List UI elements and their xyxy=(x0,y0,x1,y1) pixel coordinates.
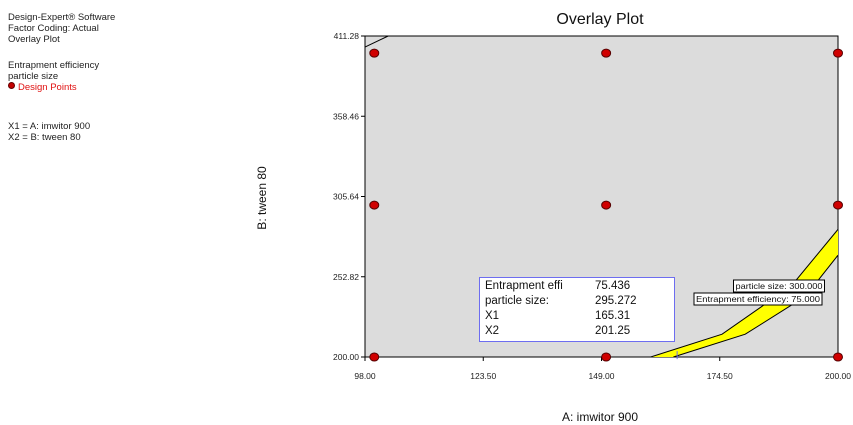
x-tick-label: 200.00 xyxy=(825,371,851,381)
design-points-legend: Design Points xyxy=(8,82,99,93)
design-point[interactable] xyxy=(369,200,380,210)
x-tick-label: 149.00 xyxy=(589,371,615,381)
entrapment-contour-label: Entrapment efficiency: 75.000 xyxy=(696,294,820,304)
info-row-entrapment: Entrapment effi 75.436 xyxy=(480,280,674,295)
y-tick-label: 358.46 xyxy=(333,111,359,121)
design-point[interactable] xyxy=(833,48,843,58)
info-row-particle-size: particle size: 295.272 xyxy=(480,295,674,310)
particle-size-contour-label-box xyxy=(733,279,825,293)
design-point[interactable] xyxy=(601,200,612,210)
info-value: 201.25 xyxy=(595,325,631,337)
info-name: Entrapment effi xyxy=(485,280,563,292)
design-point[interactable] xyxy=(833,352,843,362)
design-point[interactable] xyxy=(369,352,380,362)
x-axis-label: A: imwitor 900 xyxy=(561,410,639,424)
design-point[interactable] xyxy=(369,48,380,58)
design-point[interactable] xyxy=(601,48,612,58)
software-name: Design-Expert® Software xyxy=(8,12,116,23)
info-name: X2 xyxy=(485,325,500,337)
design-point[interactable] xyxy=(601,352,612,362)
y-tick-label: 252.82 xyxy=(333,272,359,282)
design-point-marker-icon xyxy=(8,82,15,89)
info-row-x2: X2 201.25 xyxy=(480,325,674,340)
particle-size-contour-label: particle size: 300.000 xyxy=(736,281,823,291)
entrapment-contour-label-box xyxy=(693,292,823,306)
design-points-label: Design Points xyxy=(18,82,77,93)
y-tick-label: 411.28 xyxy=(334,31,360,41)
plot-name: Overlay Plot xyxy=(8,34,60,45)
x-tick-label: 123.50 xyxy=(470,371,496,381)
particle-size-contour xyxy=(650,229,839,358)
info-row-x1: X1 165.31 xyxy=(480,310,674,325)
flag-info-box[interactable]: Entrapment effi 75.436 particle size: 29… xyxy=(479,277,675,342)
x-tick-label: 98.00 xyxy=(354,371,376,381)
factor-coding: Factor Coding: Actual xyxy=(8,23,99,34)
response-legend: Entrapment efficiency particle size Desi… xyxy=(8,60,99,93)
response-entrapment: Entrapment efficiency xyxy=(8,60,100,71)
chart-title: Overlay Plot xyxy=(556,11,644,28)
factor-x1: X1 = A: imwitor 900 xyxy=(8,121,91,132)
y-tick-label: 305.64 xyxy=(333,192,359,202)
y-tick-label: 200.00 xyxy=(333,352,359,362)
info-value: 75.436 xyxy=(595,280,631,292)
info-value: 165.31 xyxy=(595,310,631,322)
factor-x2: X2 = B: tween 80 xyxy=(8,132,81,143)
info-value: 295.272 xyxy=(595,295,637,307)
corner-contour xyxy=(364,35,389,48)
x-tick-label: 174.50 xyxy=(707,371,733,381)
info-name: particle size: xyxy=(485,295,549,307)
design-point[interactable] xyxy=(833,200,843,210)
factor-legend: X1 = A: imwitor 900 X2 = B: tween 80 xyxy=(8,121,90,143)
entrapment-contour xyxy=(673,254,839,358)
sidebar-info: Design-Expert® Software Factor Coding: A… xyxy=(8,12,115,45)
info-name: X1 xyxy=(485,310,500,322)
response-particle-size: particle size xyxy=(8,71,59,82)
